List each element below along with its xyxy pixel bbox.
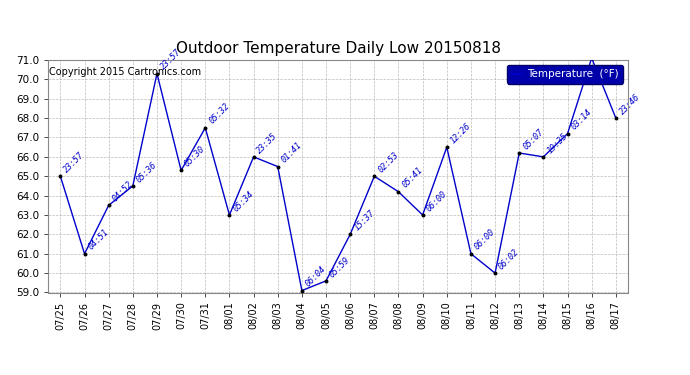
Text: 06:02: 06:02 (497, 247, 521, 271)
Point (248, 154, 259, 160)
Point (393, 189, 404, 195)
Point (368, 173, 380, 179)
Title: Outdoor Temperature Daily Low 20150818: Outdoor Temperature Daily Low 20150818 (175, 41, 501, 56)
Text: 05:32: 05:32 (207, 102, 231, 126)
Point (610, 115, 621, 121)
Point (344, 231, 356, 237)
Point (465, 251, 476, 257)
Text: 12:26: 12:26 (448, 121, 473, 145)
Text: 23:57: 23:57 (62, 150, 86, 174)
Point (442, 144, 453, 150)
Legend: Temperature  (°F): Temperature (°F) (507, 65, 622, 84)
Point (224, 212, 235, 218)
Text: Copyright 2015 Cartronics.com: Copyright 2015 Cartronics.com (50, 67, 201, 77)
Text: 04:52: 04:52 (110, 179, 135, 203)
Text: 05:30: 05:30 (183, 144, 207, 168)
Text: 23:46: 23:46 (618, 92, 642, 116)
Text: 06:00: 06:00 (473, 228, 497, 252)
Text: 23:57: 23:57 (159, 48, 183, 72)
Text: 05:41: 05:41 (400, 166, 424, 190)
Point (513, 150, 524, 156)
Text: 15:37: 15:37 (352, 209, 376, 232)
Point (586, 55, 597, 61)
Point (200, 125, 211, 131)
Text: 05:07: 05:07 (521, 127, 545, 151)
Text: 05:34: 05:34 (231, 189, 255, 213)
Point (417, 212, 428, 218)
Text: 05:36: 05:36 (135, 160, 159, 184)
Text: 01:41: 01:41 (279, 141, 304, 165)
Text: 06:04: 06:04 (304, 265, 328, 289)
Point (538, 154, 549, 160)
Text: 04:51: 04:51 (86, 228, 110, 252)
Text: 06:00: 06:00 (424, 189, 448, 213)
Point (104, 202, 115, 208)
Point (79, 251, 90, 257)
Text: 23:35: 23:35 (255, 131, 279, 155)
Text: 23:46: 23:46 (0, 374, 1, 375)
Point (297, 288, 308, 294)
Text: 05:59: 05:59 (328, 255, 352, 279)
Text: 19:35: 19:35 (545, 131, 569, 155)
Point (152, 70, 163, 76)
Point (562, 130, 573, 136)
Point (490, 270, 501, 276)
Point (272, 164, 284, 170)
Point (55, 173, 66, 179)
Text: 02:53: 02:53 (376, 150, 400, 174)
Point (175, 167, 186, 173)
Point (320, 278, 331, 284)
Text: 03:14: 03:14 (569, 108, 593, 132)
Point (127, 183, 138, 189)
